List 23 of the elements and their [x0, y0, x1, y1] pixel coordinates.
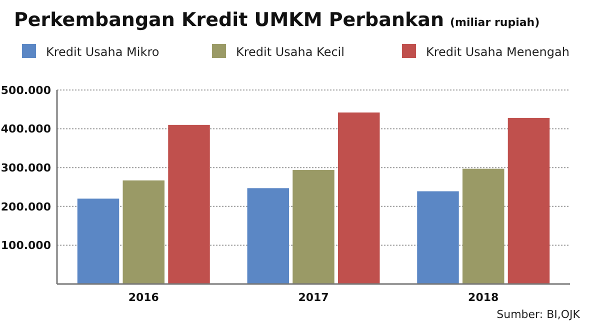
bar: [122, 180, 165, 284]
text: Sumber: BI,OJK: [496, 308, 581, 321]
legend-label: Kredit Usaha Menengah: [426, 45, 570, 59]
bar: [77, 198, 120, 284]
chart-title: Perkembangan Kredit UMKM Perbankan: [14, 9, 444, 31]
bar: [508, 118, 550, 284]
legend-label: Kredit Usaha Kecil: [236, 45, 344, 59]
x-tick-label: 2017: [298, 291, 329, 304]
bar: [417, 191, 459, 284]
y-tick-label: 500.000: [0, 84, 52, 97]
x-tick-label: 2018: [468, 291, 499, 304]
bar: [247, 188, 289, 284]
bar: [338, 112, 380, 284]
bar: [168, 124, 210, 284]
y-tick-label: 400.000: [0, 122, 52, 136]
legend-label: Kredit Usaha Mikro: [46, 45, 160, 59]
y-tick-label: 300.000: [0, 161, 52, 174]
bar: [462, 168, 504, 284]
y-tick-label: 100.000: [0, 239, 52, 252]
chart-subtitle: (miliar rupiah): [450, 16, 540, 29]
x-tick-label: 2016: [128, 291, 160, 304]
y-tick-label: 200.000: [0, 200, 52, 214]
bar: [292, 170, 334, 284]
